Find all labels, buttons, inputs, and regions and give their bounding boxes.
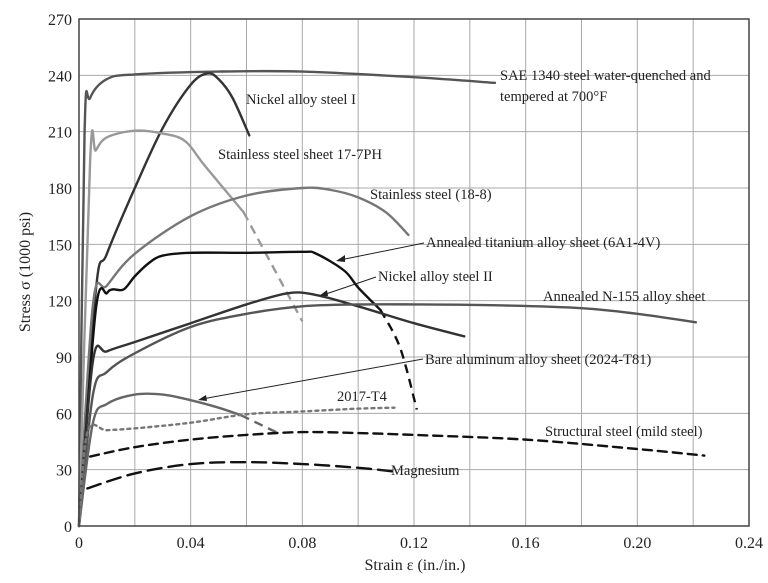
leader-titanium [339, 242, 425, 261]
label-nickel-1: Nickel alloy steel I [246, 92, 356, 108]
y-axis-label: Stress σ (1000 psi) [17, 212, 34, 332]
axes [78, 18, 750, 527]
label-magnesium: Magnesium [391, 463, 460, 479]
leader-magnesium [377, 469, 389, 472]
y-tick-label: 90 [56, 350, 72, 367]
series-group [77, 69, 706, 528]
label-titanium: Annealed titanium alloy sheet (6A1-4V) [426, 235, 661, 251]
x-tick-label: 0.04 [177, 535, 205, 552]
series-nickel-alloy-steel-i [77, 72, 251, 528]
x-tick-label: 0.12 [400, 535, 428, 552]
leader-nickel-2 [322, 276, 377, 296]
series-annealed-titanium-alloy-sheet-6a1-4v-extrapolation [379, 309, 418, 410]
series-annealed-titanium-alloy-sheet-6a1-4v [77, 250, 382, 528]
y-tick-label: 270 [48, 12, 72, 29]
leader-aluminum [201, 358, 424, 400]
y-tick-label: 30 [56, 463, 72, 480]
series-stainless-steel-sheet-17-7ph [77, 129, 245, 528]
y-tick-label: 120 [48, 294, 72, 311]
label-n155: Annealed N-155 alloy sheet [543, 289, 705, 305]
x-tick-label: 0.20 [623, 535, 651, 552]
plot-frame [78, 18, 750, 527]
series-2017-t4 [77, 406, 396, 528]
series-sae-1340-steel-water-quenched-and-tempered-at-700-f [77, 69, 497, 528]
y-tick-label: 240 [48, 68, 72, 85]
series-stainless-steel-sheet-17-7ph-extrapolation [242, 211, 304, 322]
annotations: SAE 1340 steel water-quenched and temper… [198, 68, 711, 479]
series-annealed-n-155-alloy-sheet [77, 303, 698, 528]
label-structural: Structural steel (mild steel) [545, 424, 703, 440]
series-nickel-alloy-steel-ii [77, 291, 466, 528]
x-tick-label: 0 [75, 535, 83, 552]
label-sae-2: tempered at 700°F [500, 89, 607, 105]
label-aluminum: Bare aluminum alloy sheet (2024-T81) [425, 352, 651, 368]
arrowhead-titanium [336, 255, 345, 262]
series-bare-aluminum-alloy-sheet-2024-t81-extrapolation [240, 414, 281, 436]
label-2017-t4: 2017-T4 [337, 389, 388, 405]
y-tick-label: 60 [56, 406, 72, 423]
y-tick-label: 210 [48, 125, 72, 142]
x-tick-label: 0.16 [512, 535, 540, 552]
label-ss-18-8: Stainless steel (18-8) [370, 187, 492, 203]
label-ss-17-7ph: Stainless steel sheet 17-7PH [218, 147, 382, 163]
x-tick-label: 0.24 [735, 535, 763, 552]
series-structural-steel-mild-steel [88, 430, 706, 458]
label-sae: SAE 1340 steel water-quenched and [500, 68, 711, 84]
y-tick-label: 180 [48, 181, 72, 198]
x-axis-label: Strain ε (in./in.) [365, 557, 466, 574]
series-bare-aluminum-alloy-sheet-2024-t81 [77, 392, 243, 528]
y-tick-label: 0 [64, 519, 72, 536]
arrowhead-aluminum [198, 395, 207, 401]
tick-labels: 0 0.04 0.08 0.12 0.16 0.20 0.24 0 30 60 90 120 150 18… [48, 12, 763, 552]
series-magnesium [86, 460, 396, 490]
label-nickel-2: Nickel alloy steel II [378, 269, 493, 285]
x-tick-label: 0.08 [288, 535, 316, 552]
y-tick-label: 150 [48, 237, 72, 254]
series-stainless-steel-18-8 [77, 186, 410, 528]
arrowhead-nickel-2 [319, 290, 328, 296]
